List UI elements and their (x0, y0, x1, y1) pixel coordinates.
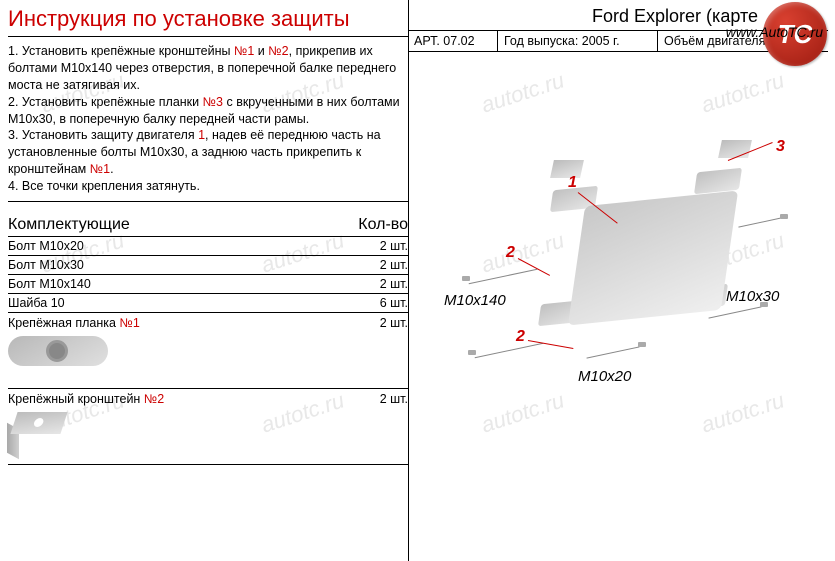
parts-row: Шайба 10 6 шт. (8, 294, 408, 313)
callout-3: 3 (776, 138, 785, 156)
ref-red: №1 (90, 162, 110, 176)
callout-1: 1 (568, 174, 577, 192)
parts-header-left: Комплектующие (8, 216, 130, 234)
parts-header: Комплектующие Кол-во (8, 216, 408, 237)
year-label: Год выпуска: 2005 г. (498, 31, 658, 51)
parts-row: Болт М10х30 2 шт. (8, 256, 408, 275)
bracket-part (550, 160, 584, 178)
step-num: 4. (8, 179, 18, 193)
leader-line (518, 258, 550, 276)
bolt (469, 269, 538, 285)
instructions-block: 1. Установить крепёжные кронштейны №1 и … (8, 43, 408, 202)
step-text: . (110, 162, 113, 176)
part-qty: 2 шт. (380, 239, 408, 253)
bolt-label-30: M10x30 (726, 288, 779, 305)
part-qty: 2 шт. (380, 392, 408, 406)
site-url: www.AutoTC.ru (726, 24, 823, 40)
bolt-label-20: M10x20 (578, 368, 631, 385)
bolt-head (462, 276, 470, 281)
parts-table: Болт М10х20 2 шт. Болт М10х30 2 шт. Болт… (8, 237, 408, 465)
parts-row: Болт М10х140 2 шт. (8, 275, 408, 294)
part-qty: 6 шт. (380, 296, 408, 310)
parts-row: Крепёжный кронштейн №2 2 шт. (8, 389, 408, 465)
exploded-diagram: 1 2 2 3 M10x140 M10x20 M10x30 (408, 52, 828, 422)
part-qty: 2 шт. (380, 316, 408, 330)
step-text: Установить защиту двигателя (22, 128, 198, 142)
part-qty: 2 шт. (380, 258, 408, 272)
ref-red: 1 (198, 128, 205, 142)
plank-image (8, 336, 128, 386)
step-text: и (254, 44, 268, 58)
bolt (475, 343, 544, 359)
ref-red: №1 (119, 316, 139, 330)
bracket-image (8, 412, 128, 462)
right-column: Ford Explorer (карте АРТ. 07.02 Год выпу… (408, 6, 828, 422)
bolt (586, 346, 639, 358)
part-name: Шайба 10 (8, 296, 65, 310)
bolt-head (468, 350, 476, 355)
step-num: 3. (8, 128, 18, 142)
part-name: Крепёжная планка (8, 316, 119, 330)
part-name: Крепёжный кронштейн (8, 392, 144, 406)
parts-row: Болт М10х20 2 шт. (8, 237, 408, 256)
ref-red: №3 (203, 95, 223, 109)
ref-red: №1 (234, 44, 254, 58)
bolt-head (780, 214, 788, 219)
ref-red: №2 (144, 392, 164, 406)
step-text: Все точки крепления затянуть. (22, 179, 200, 193)
callout-2: 2 (516, 328, 525, 346)
art-label: АРТ. 07.02 (408, 31, 498, 51)
bolt-label-140: M10x140 (444, 292, 506, 309)
step-num: 2. (8, 95, 18, 109)
instruction-3: 3. Установить защиту двигателя 1, надев … (8, 127, 408, 178)
part-name: Болт М10х20 (8, 239, 84, 253)
instruction-2: 2. Установить крепёжные планки №3 с вкру… (8, 94, 408, 128)
page-title: Инструкция по установке защиты (8, 6, 408, 37)
part-name: Болт М10х30 (8, 258, 84, 272)
part-qty: 2 шт. (380, 277, 408, 291)
step-num: 1. (8, 44, 18, 58)
parts-row: Крепёжная планка №1 2 шт. (8, 313, 408, 389)
bracket-part (718, 140, 752, 158)
instruction-4: 4. Все точки крепления затянуть. (8, 178, 408, 195)
part-name: Болт М10х140 (8, 277, 91, 291)
instruction-1: 1. Установить крепёжные кронштейны №1 и … (8, 43, 408, 94)
ref-red: №2 (268, 44, 288, 58)
left-column: Инструкция по установке защиты 1. Устано… (8, 6, 408, 465)
callout-2: 2 (506, 244, 515, 262)
bolt-head (638, 342, 646, 347)
parts-header-right: Кол-во (358, 216, 408, 234)
step-text: Установить крепёжные планки (22, 95, 203, 109)
bolt (738, 217, 781, 227)
step-text: Установить крепёжные кронштейны (22, 44, 234, 58)
